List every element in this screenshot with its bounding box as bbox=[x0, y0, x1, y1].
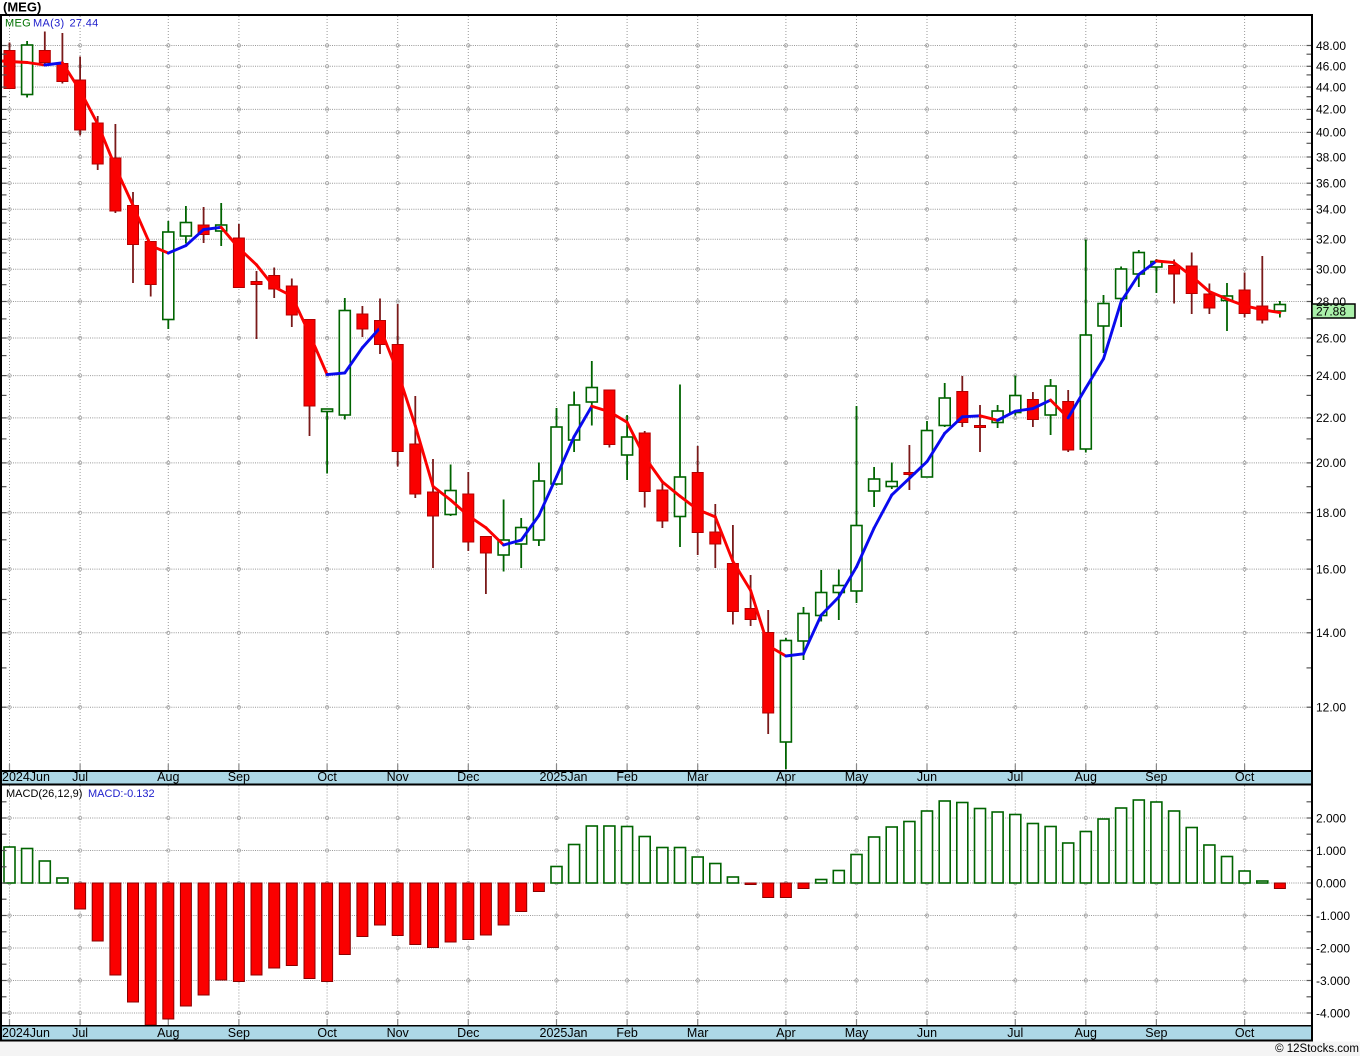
svg-text:Nov: Nov bbox=[387, 770, 410, 784]
svg-text:-1.000: -1.000 bbox=[1316, 909, 1350, 923]
svg-text:20.00: 20.00 bbox=[1316, 456, 1346, 470]
svg-text:Feb: Feb bbox=[616, 1026, 638, 1040]
svg-text:44.00: 44.00 bbox=[1316, 80, 1346, 94]
svg-text:Mar: Mar bbox=[687, 1026, 709, 1040]
svg-text:MA(3): MA(3) bbox=[33, 18, 64, 30]
svg-text:42.00: 42.00 bbox=[1316, 103, 1346, 117]
svg-text:30.00: 30.00 bbox=[1316, 263, 1346, 277]
svg-text:2024Jun: 2024Jun bbox=[2, 770, 50, 784]
svg-text:28.00: 28.00 bbox=[1316, 295, 1346, 309]
svg-text:-3.000: -3.000 bbox=[1316, 974, 1350, 988]
svg-text:27.88: 27.88 bbox=[1316, 305, 1346, 319]
svg-text:26.00: 26.00 bbox=[1316, 331, 1346, 345]
svg-text:Apr: Apr bbox=[776, 1026, 795, 1040]
svg-text:Aug: Aug bbox=[1075, 1026, 1097, 1040]
svg-text:2024Jun: 2024Jun bbox=[2, 1026, 50, 1040]
svg-text:Jul: Jul bbox=[72, 770, 88, 784]
svg-text:Feb: Feb bbox=[616, 770, 638, 784]
svg-text:Jun: Jun bbox=[917, 770, 937, 784]
svg-text:Apr: Apr bbox=[776, 770, 795, 784]
svg-text:-2.000: -2.000 bbox=[1316, 941, 1350, 955]
svg-text:Sep: Sep bbox=[1145, 1026, 1167, 1040]
svg-text:2025Jan: 2025Jan bbox=[540, 1026, 588, 1040]
svg-text:Jun: Jun bbox=[917, 1026, 937, 1040]
svg-text:0.000: 0.000 bbox=[1316, 876, 1346, 890]
svg-text:MACD:-0.132: MACD:-0.132 bbox=[88, 788, 155, 800]
svg-text:Jul: Jul bbox=[72, 1026, 88, 1040]
svg-text:34.00: 34.00 bbox=[1316, 203, 1346, 217]
svg-text:12.00: 12.00 bbox=[1316, 701, 1346, 715]
svg-text:May: May bbox=[845, 770, 869, 784]
svg-text:48.00: 48.00 bbox=[1316, 39, 1346, 53]
svg-text:40.00: 40.00 bbox=[1316, 126, 1346, 140]
svg-text:(MEG): (MEG) bbox=[3, 0, 41, 15]
svg-text:Aug: Aug bbox=[157, 1026, 179, 1040]
svg-text:MEG: MEG bbox=[5, 18, 31, 30]
svg-text:MACD(26,12,9): MACD(26,12,9) bbox=[6, 788, 82, 800]
svg-text:24.00: 24.00 bbox=[1316, 369, 1346, 383]
svg-text:Oct: Oct bbox=[1235, 1026, 1255, 1040]
svg-text:Nov: Nov bbox=[387, 1026, 410, 1040]
svg-text:46.00: 46.00 bbox=[1316, 60, 1346, 74]
svg-text:-4.000: -4.000 bbox=[1316, 1006, 1350, 1020]
svg-text:38.00: 38.00 bbox=[1316, 150, 1346, 164]
svg-text:1.000: 1.000 bbox=[1316, 844, 1346, 858]
svg-text:32.00: 32.00 bbox=[1316, 233, 1346, 247]
svg-text:18.00: 18.00 bbox=[1316, 506, 1346, 520]
svg-text:Dec: Dec bbox=[457, 770, 479, 784]
svg-text:36.00: 36.00 bbox=[1316, 177, 1346, 191]
svg-text:Oct: Oct bbox=[317, 770, 337, 784]
svg-text:2.000: 2.000 bbox=[1316, 811, 1346, 825]
svg-text:Sep: Sep bbox=[228, 770, 250, 784]
svg-text:May: May bbox=[845, 1026, 869, 1040]
svg-text:14.00: 14.00 bbox=[1316, 626, 1346, 640]
svg-text:2025Jan: 2025Jan bbox=[540, 770, 588, 784]
svg-text:22.00: 22.00 bbox=[1316, 411, 1346, 425]
svg-text:27.44: 27.44 bbox=[70, 18, 99, 30]
svg-text:Aug: Aug bbox=[1075, 770, 1097, 784]
svg-text:Sep: Sep bbox=[228, 1026, 250, 1040]
svg-text:Jul: Jul bbox=[1007, 1026, 1023, 1040]
svg-text:Oct: Oct bbox=[1235, 770, 1255, 784]
svg-text:Mar: Mar bbox=[687, 770, 709, 784]
svg-text:Aug: Aug bbox=[157, 770, 179, 784]
svg-text:Dec: Dec bbox=[457, 1026, 479, 1040]
svg-text:16.00: 16.00 bbox=[1316, 562, 1346, 576]
svg-text:Jul: Jul bbox=[1007, 770, 1023, 784]
svg-text:© 12Stocks.com: © 12Stocks.com bbox=[1275, 1043, 1359, 1055]
svg-text:Sep: Sep bbox=[1145, 770, 1167, 784]
svg-text:Oct: Oct bbox=[317, 1026, 337, 1040]
